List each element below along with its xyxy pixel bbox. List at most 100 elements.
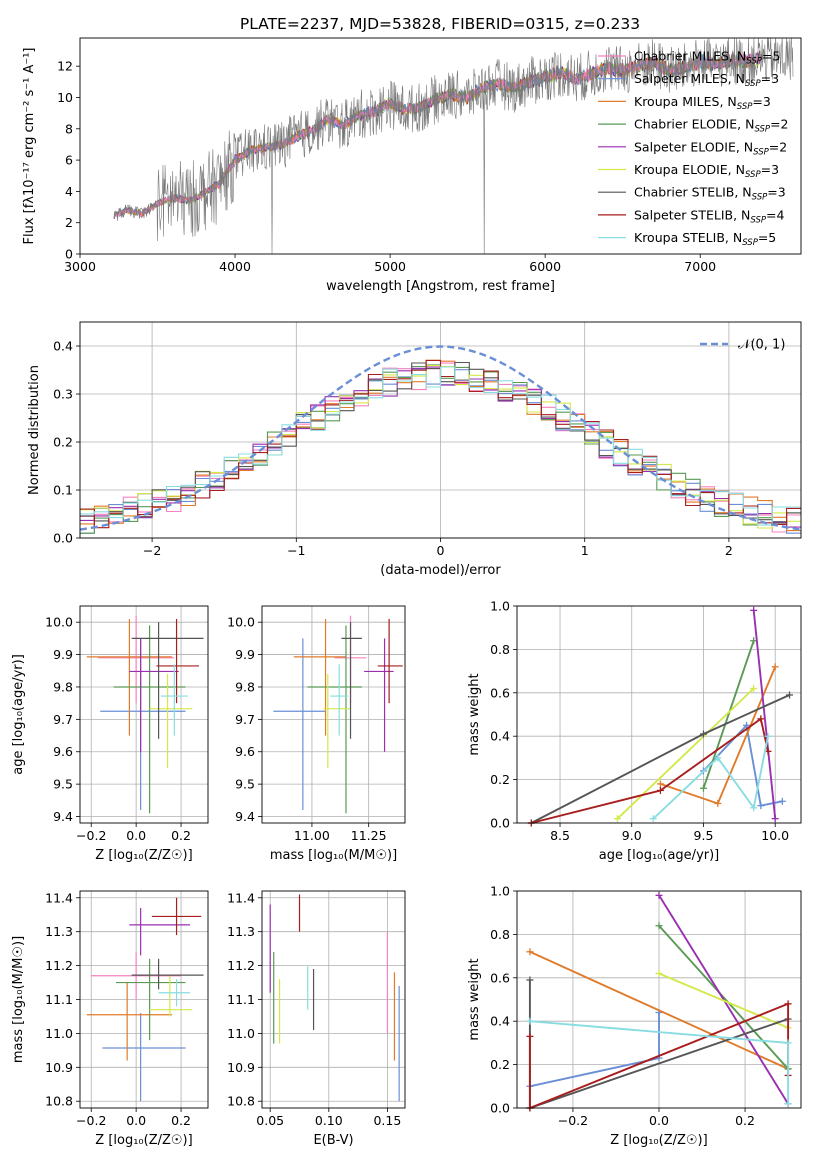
legend-label-kroupa_stelib: Kroupa STELIB, NSSP=5 bbox=[634, 230, 776, 248]
errorbar-salpeter_elodie bbox=[129, 638, 179, 752]
weight-line-chabrier_elodie bbox=[658, 925, 789, 1070]
panel-mass_weight_vs_Z: −0.2 0.0 0.2 0.0 0.2 0.4 0.6 0.8 1.0 Z [log₁₀(Z/Z… bbox=[467, 884, 802, 1148]
plot-area bbox=[273, 615, 403, 814]
x-tick-label: −0.2 bbox=[76, 828, 106, 843]
y-tick-label: 11.2 bbox=[45, 958, 73, 973]
panel-spectrum: 3000 4000 5000 6000 7000 0 2 4 6 8 10 12 wavelength … bbox=[22, 37, 802, 294]
errorbar-kroupa_stelib bbox=[330, 664, 349, 736]
axes: 8.5 9.0 9.5 10.0 0.0 0.2 0.4 0.6 0.8 1.0 age [log₁… bbox=[467, 599, 802, 863]
errorbar-salpeter_stelib bbox=[377, 618, 403, 704]
errorbar-chabrier_elodie bbox=[115, 958, 186, 1041]
errorbar-kroupa_elodie bbox=[149, 674, 193, 768]
y-tick-label: 9.8 bbox=[235, 679, 255, 694]
y-tick-label: 9.7 bbox=[235, 712, 255, 727]
y-tick-label: 12 bbox=[57, 59, 73, 74]
y-tick-label: 1.0 bbox=[490, 599, 510, 614]
legend-label-normal: 𝒩(0, 1) bbox=[738, 338, 785, 353]
axes-frame bbox=[261, 605, 406, 824]
plot-area bbox=[113, 38, 794, 254]
errorbar-chabrier_stelib bbox=[341, 622, 362, 739]
x-tick-label: 0.10 bbox=[315, 1113, 343, 1128]
weight-line-kroupa_miles bbox=[529, 950, 789, 1070]
errorbar-chabrier_stelib bbox=[131, 622, 204, 739]
axes-frame bbox=[516, 605, 802, 824]
histogram-kroupa_stelib bbox=[80, 366, 801, 526]
weight-line-salpeter_elodie bbox=[752, 610, 777, 819]
weight-marker-chabrier_stelib bbox=[526, 976, 534, 984]
y-axis-label: Normed distribution bbox=[27, 365, 42, 495]
weight-marker-chabrier_elodie bbox=[655, 922, 663, 930]
y-tick-label: 11.0 bbox=[227, 1026, 255, 1041]
legend-label-salpeter_miles: Salpeter MILES, NSSP=3 bbox=[634, 71, 779, 89]
axes-frame bbox=[79, 37, 802, 255]
weight-marker-kroupa_stelib bbox=[764, 732, 772, 740]
y-tick-label: 10.8 bbox=[45, 1094, 73, 1109]
x-tick-label: 0.2 bbox=[171, 828, 191, 843]
panel-mass_vs_ebv: 0.05 0.10 0.15 10.8 10.9 11.0 11.1 11.2 11.3 11.4… bbox=[227, 890, 406, 1148]
y-tick-label: 10.9 bbox=[227, 1060, 255, 1075]
y-tick-label: 9.6 bbox=[53, 744, 73, 759]
plot-area bbox=[86, 615, 204, 814]
legend-label-chabrier_miles: Chabrier MILES, NSSP=5 bbox=[634, 49, 780, 67]
x-axis-label: age [log₁₀(age/yr)] bbox=[599, 848, 720, 863]
weight-line-kroupa_stelib bbox=[652, 736, 769, 820]
weight-marker-kroupa_elodie bbox=[750, 684, 758, 692]
panel-mass_weight_vs_age: 8.5 9.0 9.5 10.0 0.0 0.2 0.4 0.6 0.8 1.0 age [log₁… bbox=[467, 599, 802, 863]
normal-curve bbox=[79, 345, 802, 531]
x-tick-label: −2 bbox=[143, 543, 161, 558]
weight-marker-salpeter_stelib bbox=[656, 786, 664, 794]
y-tick-label: 10.0 bbox=[45, 615, 73, 630]
errorbar-kroupa_stelib bbox=[158, 979, 191, 1007]
legend-label-salpeter_elodie: Salpeter ELODIE, NSSP=2 bbox=[634, 139, 787, 157]
x-axis-label: (data-model)/error bbox=[380, 563, 501, 578]
legend-label-kroupa_elodie: Kroupa ELODIE, NSSP=3 bbox=[634, 162, 779, 180]
x-tick-label: 0 bbox=[437, 543, 445, 558]
observed-spectrum bbox=[113, 38, 794, 254]
plot-area bbox=[86, 897, 204, 1102]
legend-label-kroupa_miles: Kroupa MILES, NSSP=3 bbox=[634, 94, 771, 112]
y-tick-label: 0.4 bbox=[490, 1014, 510, 1029]
legend-label-chabrier_elodie: Chabrier ELODIE, NSSP=2 bbox=[634, 117, 789, 135]
y-axis-label: age [log₁₀(age/yr)] bbox=[11, 654, 26, 775]
panel-age_vs_mass: 11.00 11.25 9.4 9.5 9.6 9.7 9.8 9.9 10.0 mass [lo… bbox=[227, 605, 406, 863]
y-tick-label: 0.0 bbox=[490, 1101, 510, 1116]
gridlines bbox=[262, 606, 405, 823]
x-tick-label: 10.0 bbox=[761, 828, 789, 843]
x-tick-label: 7000 bbox=[684, 259, 716, 274]
weight-marker-chabrier_elodie bbox=[699, 784, 707, 792]
y-tick-label: 0.0 bbox=[490, 816, 510, 831]
weight-marker-salpeter_miles bbox=[742, 721, 750, 729]
axes-frame bbox=[79, 605, 209, 824]
x-tick-label: 9.0 bbox=[622, 828, 642, 843]
y-tick-label: 11.2 bbox=[227, 958, 255, 973]
y-tick-label: 6 bbox=[65, 153, 73, 168]
y-axis-label: Flux [fλ10⁻¹⁷ erg cm⁻² s⁻¹ A⁻¹] bbox=[22, 48, 37, 245]
panel-residuals: −2 −1 0 1 2 0.0 0.1 0.2 0.3 0.4 (data-model)/error… bbox=[27, 321, 802, 578]
x-axis-label: E(B-V) bbox=[313, 1133, 353, 1148]
x-tick-label: 0.0 bbox=[649, 1113, 669, 1128]
weight-marker-kroupa_miles bbox=[656, 780, 664, 788]
x-tick-label: 0.0 bbox=[126, 828, 146, 843]
weight-marker-kroupa_stelib bbox=[784, 1039, 792, 1047]
plot-area bbox=[269, 894, 400, 1102]
errorbar-salpeter_elodie bbox=[129, 907, 191, 956]
weight-marker-chabrier_stelib bbox=[786, 691, 794, 699]
errorbar-kroupa_elodie bbox=[323, 674, 351, 768]
panel-mass_vs_Z: −0.2 0.0 0.2 10.8 10.9 11.0 11.1 11.2 11.3 11.4 Z … bbox=[11, 890, 209, 1148]
weight-marker-salpeter_miles bbox=[757, 802, 765, 810]
weight-marker-salpeter_elodie bbox=[655, 891, 663, 899]
y-axis-label: mass weight bbox=[467, 958, 482, 1040]
x-tick-label: 4000 bbox=[219, 259, 251, 274]
x-tick-label: 6000 bbox=[529, 259, 561, 274]
y-tick-label: 4 bbox=[65, 184, 73, 199]
x-axis-label: Z [log₁₀(Z/Z☉)] bbox=[610, 1133, 707, 1148]
errorbar-chabrier_elodie bbox=[307, 625, 362, 814]
weight-marker-kroupa_elodie bbox=[655, 969, 663, 977]
weight-marker-salpeter_stelib bbox=[526, 1032, 534, 1040]
figure-title: PLATE=2237, MJD=53828, FIBERID=0315, z=0… bbox=[240, 15, 640, 33]
y-tick-label: 11.4 bbox=[45, 890, 73, 905]
x-tick-label: 2 bbox=[725, 543, 733, 558]
weight-marker-salpeter_miles bbox=[778, 797, 786, 805]
x-tick-label: 0.15 bbox=[373, 1113, 401, 1128]
axes: 11.00 11.25 9.4 9.5 9.6 9.7 9.8 9.9 10.0 mass [lo… bbox=[227, 605, 406, 863]
